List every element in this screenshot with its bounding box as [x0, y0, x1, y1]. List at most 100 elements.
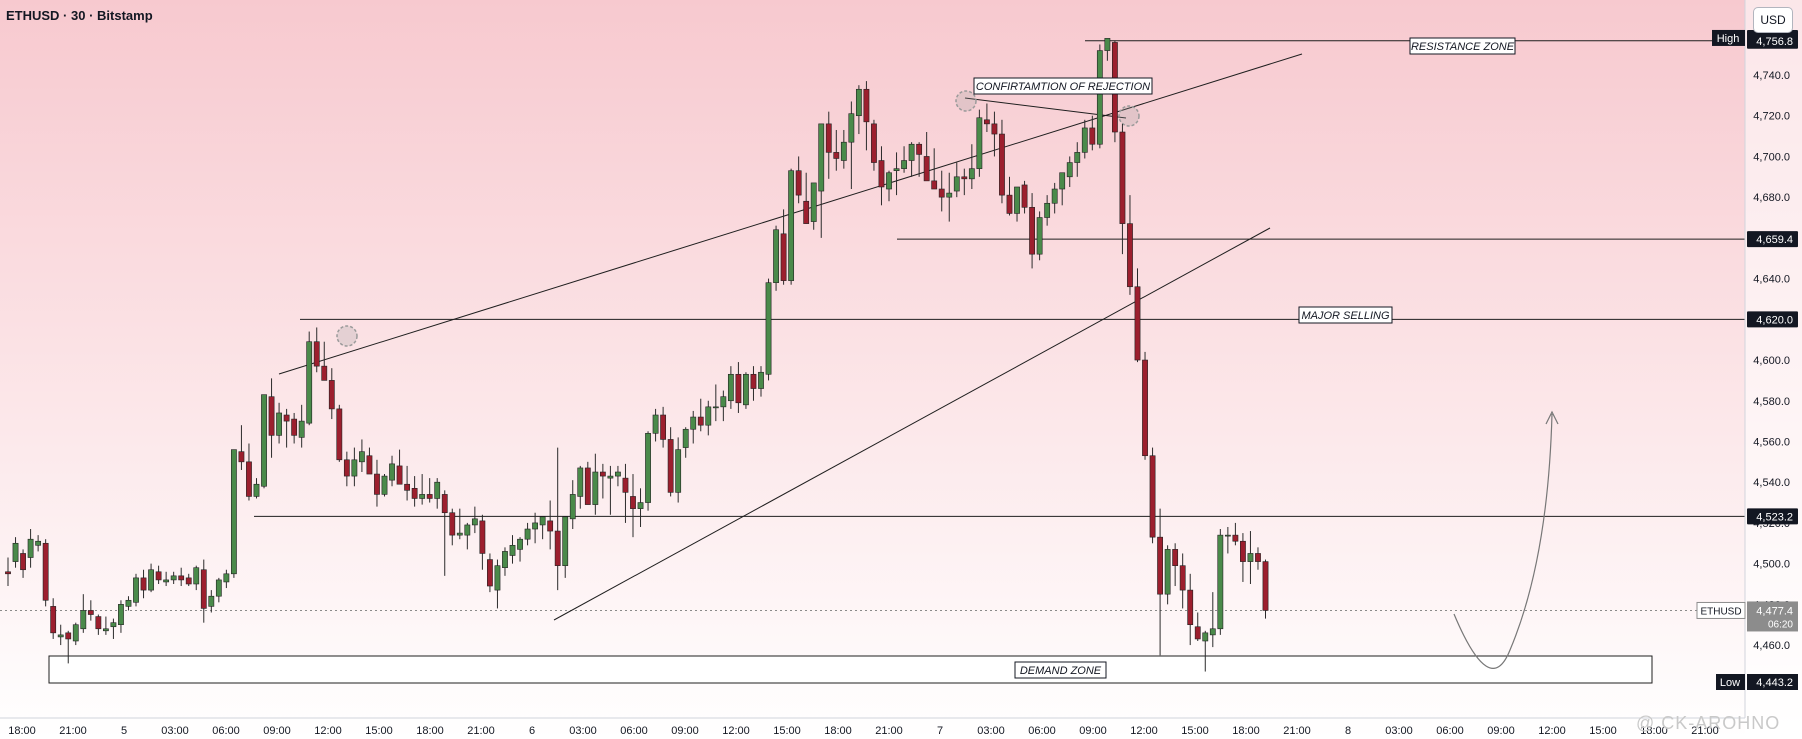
candle-body	[1217, 534, 1224, 630]
candle-body	[1014, 186, 1020, 214]
candle-body	[886, 172, 892, 190]
candle-body	[1172, 549, 1179, 566]
candle-body	[848, 113, 855, 143]
candle-body	[80, 610, 87, 630]
candle-body	[968, 168, 975, 180]
candle-body	[1059, 172, 1066, 190]
candle-body	[833, 152, 840, 159]
candle-body	[374, 473, 380, 495]
high-tag-bg	[1712, 29, 1745, 46]
candle-body	[1036, 217, 1043, 255]
y-tick-label: 4,740.0	[1753, 70, 1790, 82]
level-4659-tag-bg	[1747, 231, 1798, 248]
candle-body	[893, 168, 900, 171]
candle-body	[1142, 359, 1148, 457]
y-tick-label: 4,600.0	[1753, 355, 1790, 367]
x-tick-label: 6	[529, 725, 535, 737]
x-tick-label: 09:00	[671, 725, 699, 737]
rejection-label: CONFIRTAMTION OF REJECTION	[976, 81, 1150, 93]
candle-body	[1104, 38, 1111, 51]
candle-body	[125, 599, 132, 607]
candle-body	[765, 282, 772, 375]
candle-body	[1255, 553, 1261, 562]
candle-body	[645, 433, 651, 503]
candle-body	[1194, 626, 1201, 640]
x-tick-label: 21:00	[467, 725, 495, 737]
candle-body	[931, 180, 938, 190]
bar-countdown: 06:20	[1768, 619, 1793, 630]
candle-body	[291, 418, 298, 436]
candle-body	[396, 465, 403, 485]
candle-body	[720, 396, 727, 408]
candle-body	[20, 553, 26, 571]
candle-body	[223, 573, 230, 583]
rejection-label-box	[973, 77, 1153, 95]
candle-body	[976, 117, 983, 169]
candle-body	[1202, 632, 1209, 642]
x-tick-label: 15:00	[1589, 725, 1617, 737]
y-tick-label: 4,460.0	[1753, 640, 1790, 652]
x-tick-label: 06:00	[1028, 725, 1056, 737]
candle-body	[87, 610, 94, 615]
resistance-zone-label-box	[1409, 37, 1516, 55]
current-symbol-tag-bg	[1696, 601, 1746, 619]
current-price-value: 4,477.4	[1756, 605, 1793, 617]
candle-body	[908, 143, 915, 161]
candle-body	[773, 229, 779, 283]
x-tick-label: 8	[1345, 725, 1351, 737]
candle-body	[215, 579, 222, 597]
candle-body	[690, 416, 697, 430]
x-tick-label: 06:00	[212, 725, 240, 737]
rejection-marker-2	[1118, 105, 1140, 127]
candle-body	[321, 365, 328, 381]
x-tick-label: 18:00	[416, 725, 444, 737]
y-tick-label: 4,580.0	[1753, 396, 1790, 408]
watermark: @ CK-AROHNO	[1636, 713, 1781, 733]
candle-body	[42, 542, 49, 601]
x-tick-label: 12:00	[1130, 725, 1158, 737]
candle-body	[155, 571, 162, 581]
x-tick-label: 7	[937, 725, 943, 737]
candle-body	[825, 123, 832, 153]
candle-body	[328, 380, 335, 410]
major-selling-label-box	[1298, 306, 1393, 324]
candle-body	[65, 632, 72, 640]
y-tick-label: 4,560.0	[1753, 436, 1790, 448]
candle-body	[1021, 184, 1028, 208]
candle-body	[283, 414, 290, 422]
demand-zone-box	[48, 655, 1653, 684]
x-tick-label: 21:00	[1691, 725, 1719, 737]
candle-body	[991, 123, 998, 135]
candle-body	[351, 459, 358, 477]
rejection-marker-1	[955, 90, 977, 112]
candle-body	[1179, 565, 1186, 591]
level-4523-tag-bg	[1747, 508, 1798, 525]
y-tick-label: 4,680.0	[1753, 192, 1790, 204]
x-tick-label: 5	[121, 725, 127, 737]
y-tick-label: 4,700.0	[1753, 151, 1790, 163]
x-tick-label: 15:00	[365, 725, 393, 737]
candle-body	[72, 624, 79, 642]
y-tick-label: 4,640.0	[1753, 274, 1790, 286]
candle-body	[253, 483, 260, 497]
currency-button[interactable]: USD	[1753, 7, 1793, 33]
candle-body	[517, 538, 523, 550]
candle-body	[163, 579, 170, 583]
candle-body	[178, 575, 185, 581]
high-tag: High	[1717, 33, 1740, 45]
candle-body	[193, 567, 200, 585]
candle-body	[938, 188, 945, 198]
low-price-tag-bg	[1747, 674, 1798, 690]
candle-body	[712, 406, 719, 409]
x-tick-label: 03:00	[161, 725, 189, 737]
candle-body	[1029, 207, 1035, 255]
candle-body	[1119, 131, 1126, 224]
x-tick-label: 18:00	[1640, 725, 1668, 737]
candle-body	[863, 88, 870, 123]
level-4620-tag: 4,620.0	[1756, 314, 1793, 326]
current-price-tag-bg	[1747, 601, 1798, 632]
candle-body	[630, 496, 636, 509]
candle-body	[532, 522, 538, 530]
